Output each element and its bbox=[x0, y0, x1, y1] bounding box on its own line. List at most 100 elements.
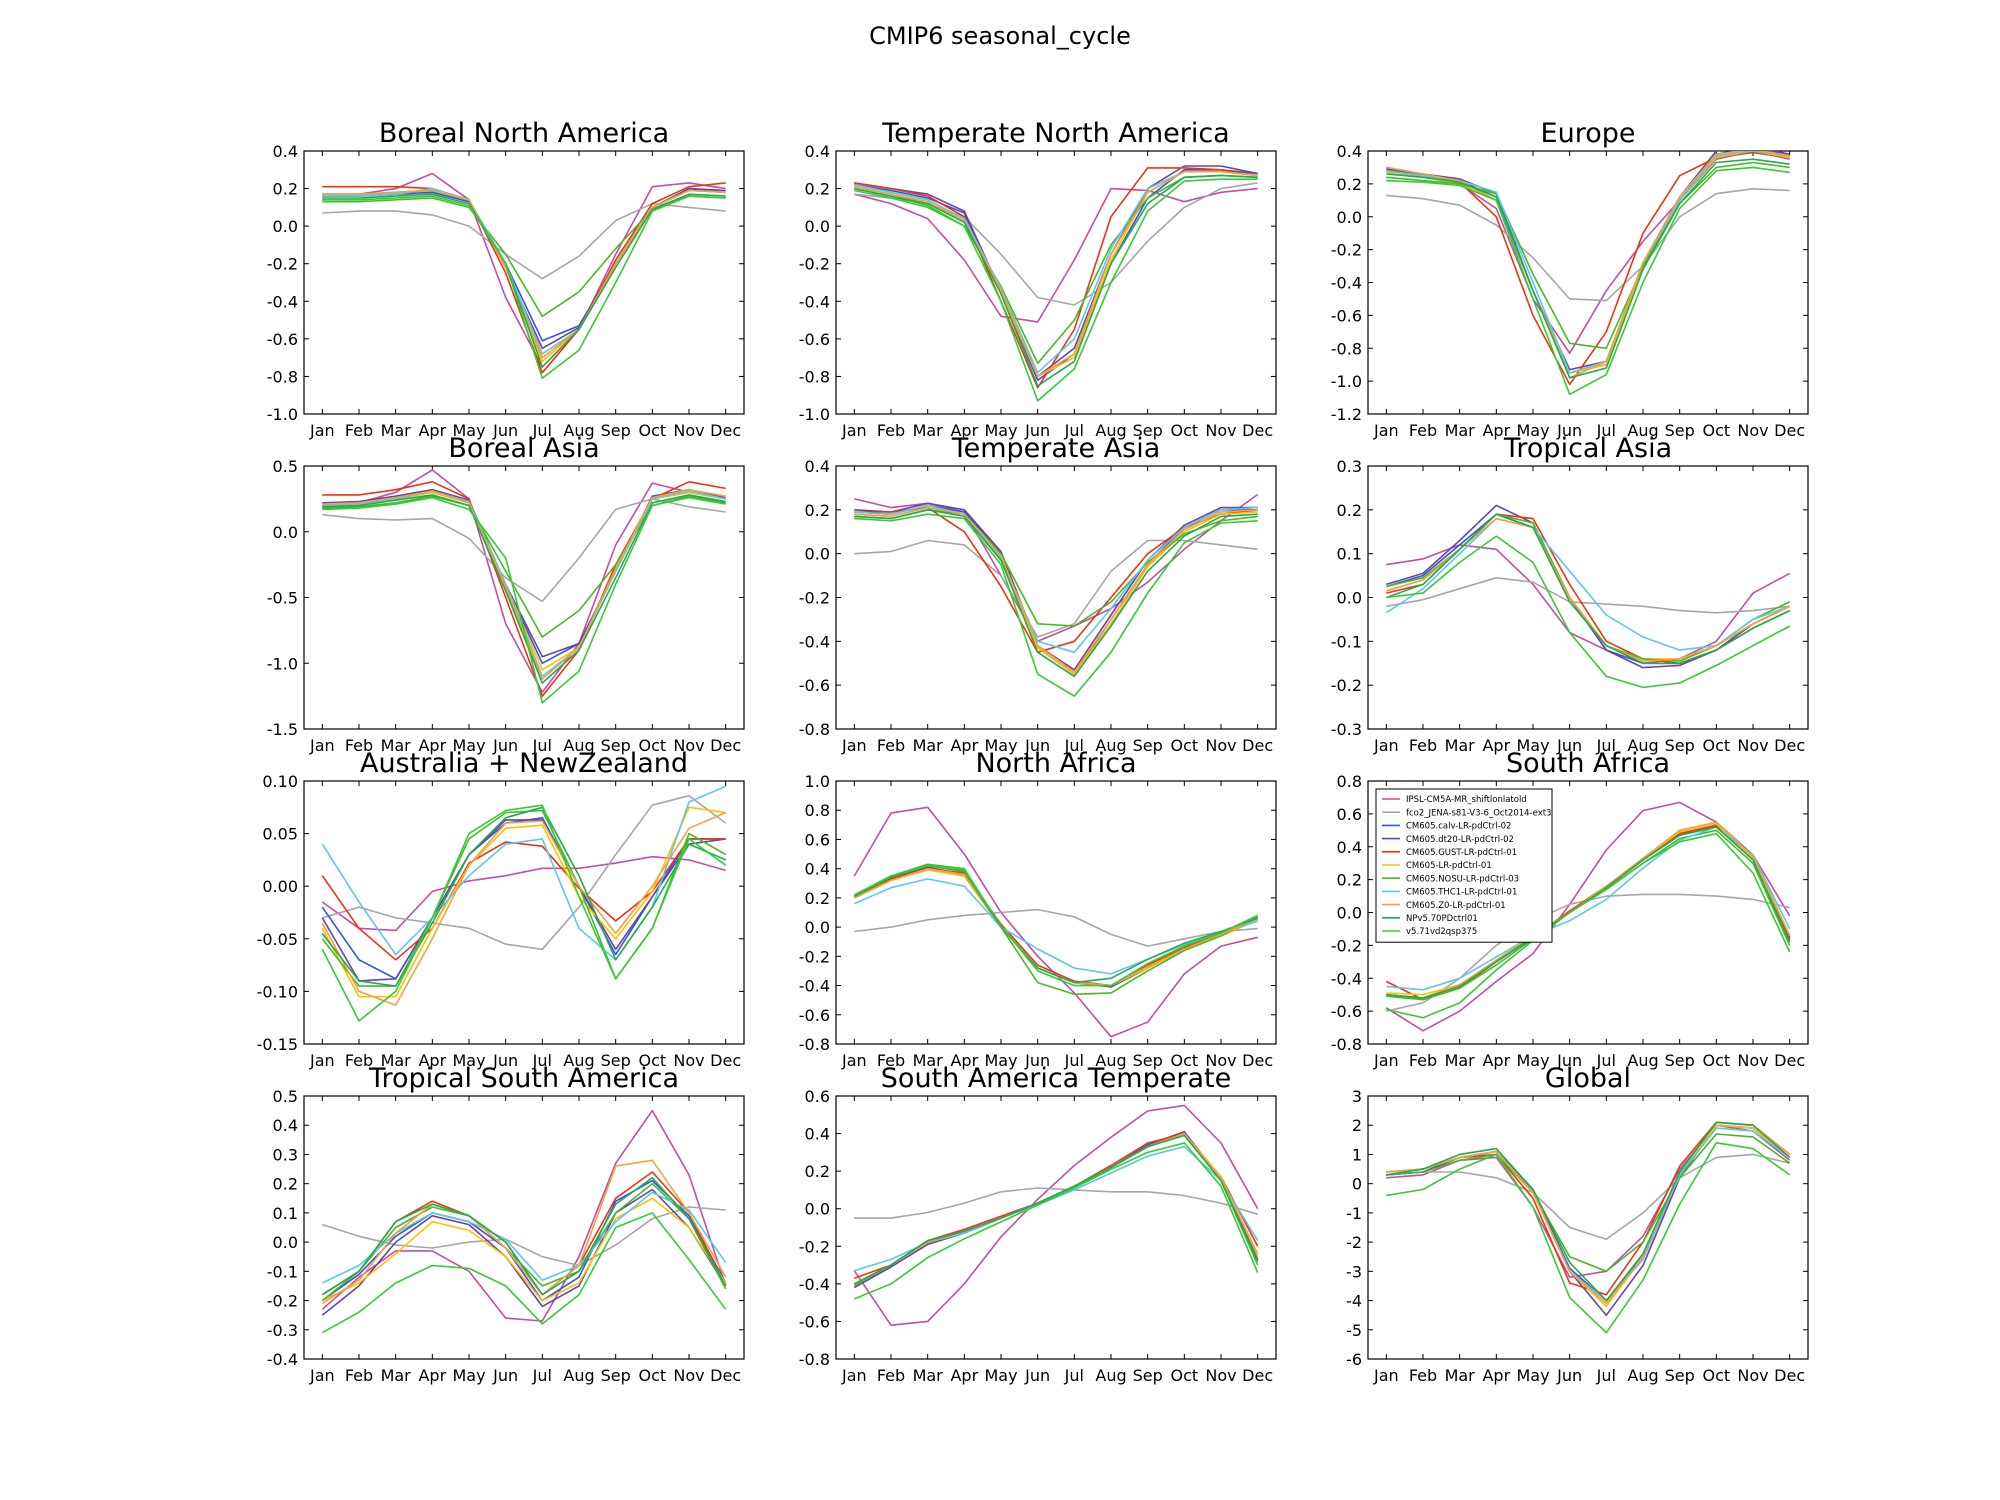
x-tick-label: Sep bbox=[1665, 1366, 1695, 1385]
legend-box bbox=[1375, 788, 1553, 943]
y-tick-label: 0.5 bbox=[273, 1087, 298, 1106]
y-tick-label: 0.0 bbox=[805, 918, 830, 937]
x-tick-label: May bbox=[984, 736, 1017, 755]
series-group bbox=[854, 165, 1258, 402]
series-line-Z0 bbox=[1386, 1121, 1791, 1305]
subplot-title: Tropical South America bbox=[368, 1063, 679, 1094]
y-tick-label: 0.6 bbox=[805, 1087, 830, 1106]
x-tick-label: Apr bbox=[950, 736, 978, 755]
x-tick-label: Jan bbox=[309, 1051, 335, 1070]
series-line-v571 bbox=[1386, 832, 1791, 1019]
subplot-11: South America Temperate 0.6 0.4 0.2 0.0 -0.2 -… bbox=[799, 1063, 1277, 1385]
series-line-v571 bbox=[1386, 535, 1791, 689]
y-tick-label: -0.2 bbox=[799, 255, 830, 274]
plot-frame bbox=[1367, 1095, 1809, 1360]
x-tick-label: Jan bbox=[841, 1366, 867, 1385]
x-tick-label: Dec bbox=[1774, 736, 1805, 755]
series-line-THC1 bbox=[321, 1191, 727, 1284]
x-tick-label: Dec bbox=[1242, 1051, 1273, 1070]
x-tick-label: Jan bbox=[841, 736, 867, 755]
y-tick-label: 0.0 bbox=[1337, 904, 1362, 923]
series-line-LR01 bbox=[321, 1197, 727, 1302]
y-tick-label: 0.4 bbox=[273, 142, 298, 161]
series-line-JENA bbox=[854, 1187, 1258, 1219]
series-line-Z0 bbox=[853, 1132, 1259, 1285]
x-tick-label: May bbox=[984, 1051, 1017, 1070]
subplot-2: Temperate North America 0.4 0.2 0.0 -0.2 -0.4… bbox=[799, 118, 1277, 440]
series-line-v571 bbox=[321, 1212, 727, 1334]
x-tick-label: Sep bbox=[601, 421, 631, 440]
x-tick-label: Dec bbox=[1242, 1366, 1273, 1385]
series-group bbox=[1386, 151, 1790, 396]
legend-label: IPSL-CM5A-MR_shiftlonlatold bbox=[1406, 795, 1527, 805]
x-tick-label: Oct bbox=[1702, 1366, 1730, 1385]
y-tick-label: 0.5 bbox=[273, 457, 298, 476]
x-tick-label: Nov bbox=[1205, 1051, 1236, 1070]
x-tick-label: Sep bbox=[1665, 421, 1695, 440]
x-tick-label: Mar bbox=[1445, 1366, 1476, 1385]
y-tick-label: 0.05 bbox=[262, 825, 298, 844]
y-tick-label: -0.3 bbox=[1331, 720, 1362, 739]
x-tick-label: Jun bbox=[492, 421, 518, 440]
series-line-LR01 bbox=[854, 506, 1258, 676]
series-group bbox=[854, 493, 1259, 697]
x-tick-label: Apr bbox=[1482, 1051, 1510, 1070]
x-tick-label: Aug bbox=[563, 1366, 594, 1385]
x-tick-label: Sep bbox=[1133, 736, 1163, 755]
y-tick-label: 0.0 bbox=[273, 1233, 298, 1252]
x-tick-label: Nov bbox=[1737, 1366, 1768, 1385]
series-line-NPv5 bbox=[1386, 1121, 1791, 1302]
x-tick-label: May bbox=[452, 736, 485, 755]
x-tick-label: Feb bbox=[345, 1051, 373, 1070]
x-tick-label: Feb bbox=[1409, 736, 1437, 755]
subplot-title: Boreal Asia bbox=[448, 433, 599, 464]
subplot-title: Boreal North America bbox=[379, 118, 669, 149]
y-tick-label: 0.2 bbox=[1337, 175, 1362, 194]
figure-title: CMIP6 seasonal_cycle bbox=[869, 22, 1131, 50]
x-tick-label: Apr bbox=[950, 421, 978, 440]
subplot-title: South Africa bbox=[1506, 748, 1670, 779]
x-tick-label: Jul bbox=[1596, 736, 1616, 755]
x-tick-label: Feb bbox=[877, 1051, 905, 1070]
x-tick-label: May bbox=[1516, 1366, 1549, 1385]
x-tick-label: Feb bbox=[345, 1366, 373, 1385]
y-tick-label: -0.1 bbox=[267, 1262, 298, 1281]
series-line-GUST bbox=[1386, 1121, 1791, 1296]
y-tick-label: -0.6 bbox=[1331, 306, 1362, 325]
series-line-LR01 bbox=[1386, 1124, 1791, 1308]
y-tick-label: -1 bbox=[1346, 1204, 1362, 1223]
series-line-IPSL bbox=[322, 172, 726, 368]
series-line-NOSU bbox=[853, 1132, 1259, 1287]
x-tick-label: Dec bbox=[1242, 421, 1273, 440]
series-line-v571 bbox=[853, 1142, 1259, 1300]
x-tick-label: Mar bbox=[913, 421, 944, 440]
y-tick-label: 0.3 bbox=[1337, 457, 1362, 476]
series-line-dt20 bbox=[854, 502, 1258, 671]
x-tick-label: Mar bbox=[1445, 736, 1476, 755]
y-tick-label: -6 bbox=[1346, 1350, 1362, 1369]
series-line-NPv5 bbox=[322, 193, 726, 368]
series-line-dt20 bbox=[853, 866, 1259, 988]
y-tick-label: 0.8 bbox=[805, 801, 830, 820]
series-line-v571 bbox=[321, 804, 727, 1022]
subplot-title: Europe bbox=[1541, 118, 1636, 149]
series-line-JENA bbox=[1386, 1153, 1790, 1240]
series-line-NPv5 bbox=[321, 1177, 727, 1296]
x-tick-label: Oct bbox=[1702, 421, 1730, 440]
series-group bbox=[322, 172, 726, 380]
y-tick-label: 0.1 bbox=[1337, 545, 1362, 564]
x-tick-label: Oct bbox=[1702, 1051, 1730, 1070]
x-tick-label: Aug bbox=[563, 1051, 594, 1070]
y-tick-label: 0.2 bbox=[805, 501, 830, 520]
x-tick-label: May bbox=[452, 1051, 485, 1070]
y-tick-label: -0.4 bbox=[267, 292, 298, 311]
x-tick-label: Mar bbox=[381, 1051, 412, 1070]
series-line-Z0 bbox=[322, 488, 726, 680]
series-line-NOSU bbox=[322, 195, 726, 318]
y-tick-label: -1.0 bbox=[267, 405, 298, 424]
y-tick-label: 0.0 bbox=[805, 217, 830, 236]
x-tick-label: Feb bbox=[1409, 1051, 1437, 1070]
x-tick-label: Jun bbox=[1024, 421, 1050, 440]
x-tick-label: Oct bbox=[1170, 736, 1198, 755]
